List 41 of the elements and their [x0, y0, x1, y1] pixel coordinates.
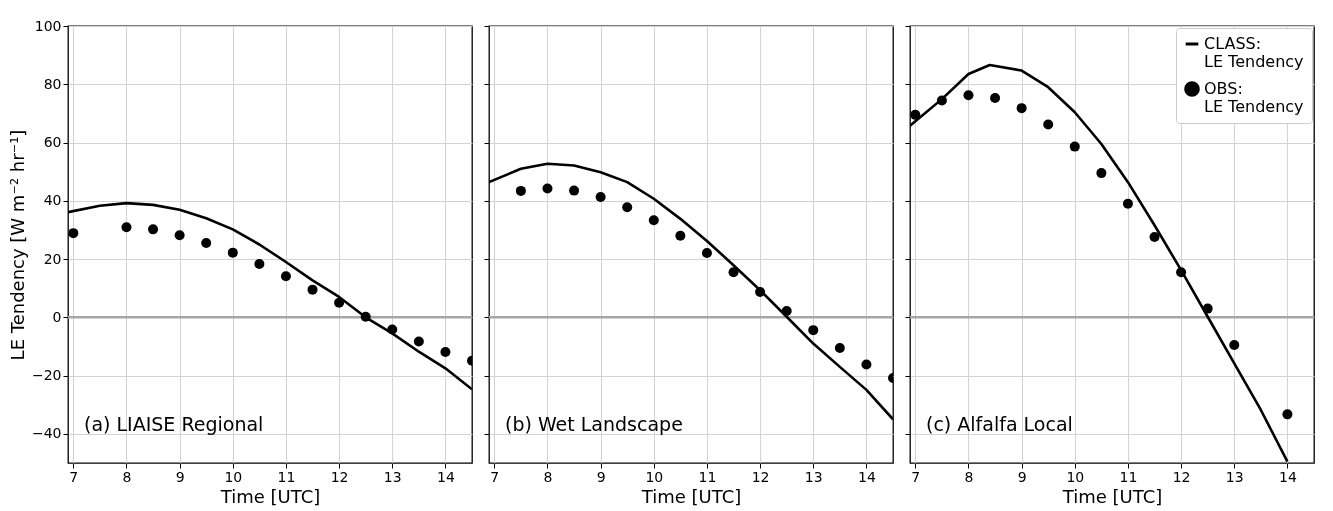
x-tick-label: 13 — [383, 468, 402, 485]
y-tick-label: 100 — [34, 17, 62, 34]
x-tick-label: 14 — [1279, 468, 1297, 485]
y-tick-label: 40 — [43, 192, 62, 209]
y-tick-label: 80 — [43, 75, 62, 92]
x-tick-label: 8 — [122, 468, 132, 485]
annotation: (c) Alfalfa Local — [926, 413, 1073, 435]
x-tick-label: 9 — [1017, 468, 1027, 485]
x-axis-title: Time [UTC] — [640, 485, 742, 507]
y-tick-label: 0 — [52, 308, 62, 325]
x-tick-label: 12 — [751, 468, 770, 485]
x-tick-label: 8 — [543, 468, 553, 485]
annotation: (b) Wet Landscape — [505, 413, 683, 435]
x-tick-label: 14 — [437, 468, 455, 485]
x-tick-label: 10 — [224, 468, 243, 485]
x-tick-label: 12 — [330, 468, 349, 485]
x-tick-label: 14 — [858, 468, 876, 485]
x-axis-title: Time [UTC] — [1061, 485, 1163, 507]
x-tick-label: 7 — [911, 468, 921, 485]
x-tick-label: 7 — [490, 468, 500, 485]
y-tick-label: 20 — [43, 250, 62, 267]
legend-label: CLASS: LE Tendency — [1204, 34, 1304, 71]
annotation: (a) LIAISE Regional — [84, 413, 264, 435]
y-tick-label: −40 — [31, 425, 62, 442]
x-tick-label: 11 — [698, 468, 717, 485]
x-tick-label: 10 — [645, 468, 664, 485]
x-tick-label: 10 — [1066, 468, 1085, 485]
x-axis-title: Time [UTC] — [219, 485, 321, 507]
x-tick-label: 12 — [1172, 468, 1191, 485]
y-tick-label: 60 — [43, 134, 62, 151]
x-tick-label: 9 — [596, 468, 606, 485]
x-tick-label: 9 — [175, 468, 185, 485]
y-axis-title: LE Tendency [W m⁻² hr⁻¹] — [6, 129, 28, 361]
y-tick-label: −20 — [31, 367, 62, 384]
x-tick-label: 11 — [1119, 468, 1138, 485]
legend-label: OBS: LE Tendency — [1204, 79, 1304, 116]
x-tick-label: 13 — [1225, 468, 1244, 485]
x-tick-label: 8 — [964, 468, 974, 485]
x-tick-label: 13 — [804, 468, 823, 485]
x-tick-label: 7 — [69, 468, 79, 485]
x-tick-label: 11 — [277, 468, 296, 485]
